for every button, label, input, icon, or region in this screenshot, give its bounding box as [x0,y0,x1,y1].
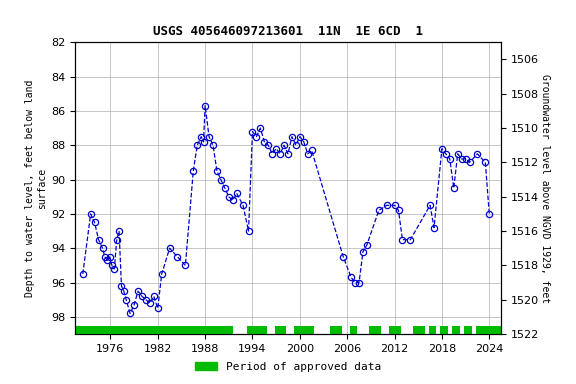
Bar [476,326,501,335]
Bar [75,326,233,335]
Bar [330,326,342,335]
Y-axis label: Groundwater level above NGVD 1929, feet: Groundwater level above NGVD 1929, feet [540,74,550,303]
Bar [429,326,437,335]
Bar [294,326,314,335]
Bar [247,326,267,335]
Bar [389,326,401,335]
Bar [350,326,358,335]
Y-axis label: Depth to water level, feet below land
surface: Depth to water level, feet below land su… [25,79,47,297]
Title: USGS 405646097213601  11N  1E 6CD  1: USGS 405646097213601 11N 1E 6CD 1 [153,25,423,38]
Bar [452,326,460,335]
Bar [464,326,472,335]
Bar [275,326,286,335]
Bar [440,326,448,335]
Bar [369,326,381,335]
Legend: Period of approved data: Period of approved data [191,358,385,377]
Bar [413,326,425,335]
